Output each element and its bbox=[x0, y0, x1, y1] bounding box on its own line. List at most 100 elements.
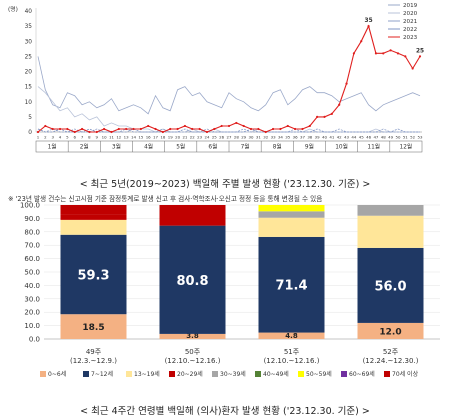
bar-segment-0~6세 bbox=[258, 332, 325, 339]
point-2023 bbox=[139, 127, 142, 131]
x-tick-label: 3 bbox=[51, 135, 54, 140]
point-2023 bbox=[404, 55, 407, 58]
point-2023 bbox=[154, 127, 157, 131]
category-week-label: 50주 bbox=[185, 348, 201, 356]
provisional-data-note: ※ '23년 발생 건수는 신고시점 기준 잠정통계로 발생 신고 후 검사·역… bbox=[8, 195, 323, 203]
legend-label: 30~39세 bbox=[220, 370, 246, 378]
point-2023 bbox=[271, 127, 275, 131]
x-tick-label: 9 bbox=[96, 135, 99, 140]
bar-segment-7~12세 bbox=[258, 236, 325, 333]
data-label: 35 bbox=[365, 18, 373, 24]
y-tick-label: 10.0 bbox=[24, 322, 40, 330]
legend-swatch bbox=[40, 371, 46, 377]
point-2023 bbox=[411, 67, 414, 70]
bar-segment-0~6세 bbox=[357, 322, 424, 339]
x-tick-label: 28 bbox=[234, 135, 239, 140]
legend-swatch bbox=[212, 371, 218, 377]
x-tick-label: 14 bbox=[131, 135, 136, 140]
line-chart-caption: < 최근 5년(2019~2023) 백일해 주별 발생 현황 ('23.12.… bbox=[79, 179, 371, 190]
data-label: 3.8 bbox=[186, 332, 199, 340]
category-range-label: (12.10.~12.16.) bbox=[165, 357, 221, 365]
point-2023 bbox=[374, 52, 378, 55]
point-2023 bbox=[95, 130, 98, 134]
data-label: 80.8 bbox=[176, 274, 208, 289]
x-tick-label: 19 bbox=[168, 135, 173, 140]
bar-segment-30~39세 bbox=[258, 211, 325, 218]
x-tick-label: 23 bbox=[197, 135, 202, 140]
x-tick-label: 35 bbox=[285, 135, 290, 140]
point-2023 bbox=[418, 55, 422, 58]
data-label: 71.4 bbox=[275, 279, 307, 294]
point-2023 bbox=[330, 112, 333, 115]
point-2023 bbox=[125, 127, 128, 131]
point-2023 bbox=[367, 25, 370, 28]
x-tick-label: 2 bbox=[44, 135, 47, 140]
bar-segment-7~12세 bbox=[357, 247, 424, 323]
point-2023 bbox=[294, 127, 297, 131]
category-range-label: (12.3.~12.9.) bbox=[70, 357, 117, 365]
point-2023 bbox=[88, 130, 91, 134]
legend-label: 50~59세 bbox=[306, 370, 332, 378]
point-2023 bbox=[227, 124, 231, 128]
x-tick-label: 32 bbox=[263, 135, 268, 140]
point-2023 bbox=[389, 49, 392, 52]
point-2023 bbox=[301, 127, 304, 131]
x-tick-label: 49 bbox=[388, 135, 393, 140]
age-stacked-bar-chart: 0.0 10.0 20.0 30.0 40.0 50.0 60.0 70.0 80.0 90.0 1… bbox=[20, 202, 440, 378]
bar-segment-20~29세 bbox=[60, 214, 127, 220]
point-2023 bbox=[132, 127, 135, 131]
bar-segment-50~59세 bbox=[258, 205, 325, 212]
month-label: 9월 bbox=[305, 143, 314, 151]
category-week-label: 52주 bbox=[383, 348, 399, 356]
x-tick-label: 42 bbox=[337, 135, 342, 140]
y-unit-label: (명) bbox=[8, 5, 18, 13]
legend-swatch bbox=[126, 371, 132, 377]
legend-swatch bbox=[298, 371, 304, 377]
x-tick-label: 1 bbox=[37, 135, 40, 140]
legend-label: 2023 bbox=[403, 35, 418, 41]
legend-label: 2021 bbox=[403, 19, 418, 25]
point-2023 bbox=[235, 121, 238, 125]
legend-label: 40~49세 bbox=[263, 370, 289, 378]
bar-segment-7~12세 bbox=[60, 234, 127, 315]
x-tick-label: 33 bbox=[271, 135, 276, 140]
data-label: 12.0 bbox=[379, 327, 401, 337]
legend-swatch bbox=[384, 371, 390, 377]
point-2023 bbox=[198, 127, 201, 131]
x-tick-label: 25 bbox=[212, 135, 217, 140]
x-tick-label: 40 bbox=[322, 135, 327, 140]
y-tick-label: 35 bbox=[25, 24, 33, 30]
legend-swatch bbox=[341, 371, 347, 377]
y-tick-label: 10 bbox=[25, 100, 33, 106]
category-week-label: 51주 bbox=[284, 348, 300, 356]
y-tick-label: 5 bbox=[28, 115, 32, 121]
y-tick-label: 30 bbox=[25, 39, 33, 45]
point-2023 bbox=[308, 124, 311, 128]
bar-segment-70세 이상 bbox=[60, 205, 127, 215]
x-tick-label: 8 bbox=[88, 135, 91, 140]
legend-label: 13~19세 bbox=[134, 370, 160, 378]
x-tick-label: 46 bbox=[366, 135, 371, 140]
point-2023 bbox=[213, 127, 216, 131]
series-line-2023 bbox=[37, 24, 421, 133]
point-2023 bbox=[220, 124, 223, 128]
x-tick-label: 21 bbox=[182, 135, 187, 140]
month-label: 8월 bbox=[273, 143, 282, 151]
month-label: 5월 bbox=[176, 143, 185, 151]
month-label: 4월 bbox=[144, 143, 153, 151]
bar-segment-0~6세 bbox=[159, 333, 226, 339]
x-tick-label: 34 bbox=[278, 135, 283, 140]
legend-swatch bbox=[83, 371, 89, 377]
x-tick-label: 18 bbox=[160, 135, 165, 140]
x-tick-label: 15 bbox=[138, 135, 143, 140]
point-2023 bbox=[183, 124, 187, 128]
data-label: 59.3 bbox=[77, 268, 109, 283]
x-tick-label: 22 bbox=[190, 135, 195, 140]
point-2023 bbox=[176, 127, 179, 131]
legend-label: 60~69세 bbox=[349, 370, 375, 378]
x-tick-label: 30 bbox=[249, 135, 254, 140]
y-tick-label: 20 bbox=[25, 70, 33, 76]
legend-label: 2019 bbox=[403, 3, 418, 9]
legend-swatch bbox=[169, 371, 175, 377]
